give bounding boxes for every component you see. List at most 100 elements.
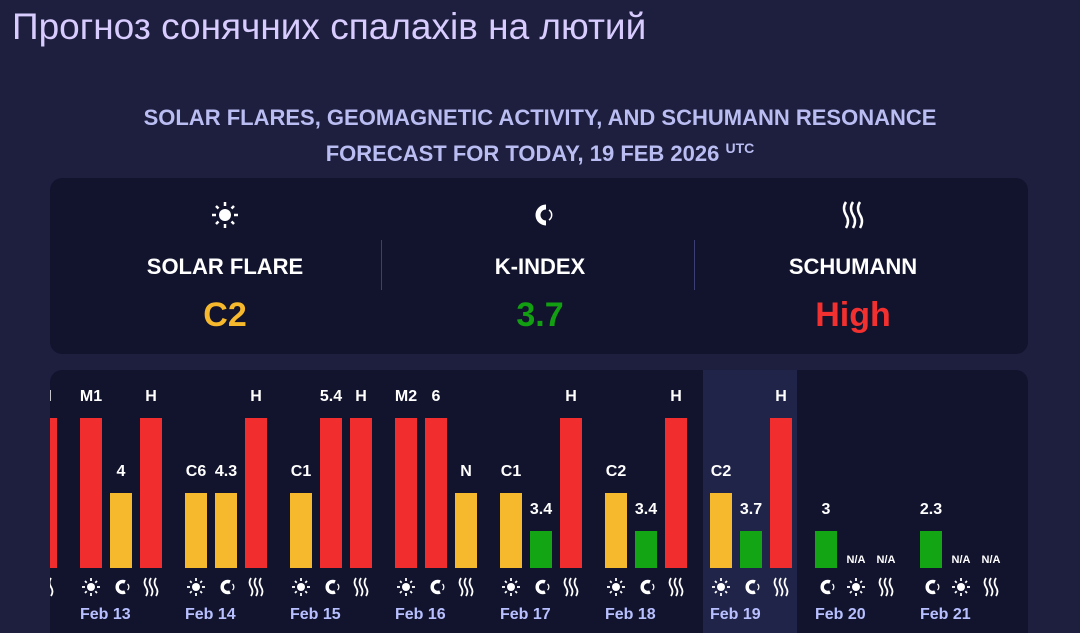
bar-label: M2	[394, 388, 418, 405]
summary-card: SOLAR FLARE C2 K-INDEX 3.7 SCHUMANN High	[50, 178, 1028, 354]
kindex-icon	[325, 579, 340, 595]
bar-label: N	[460, 463, 472, 480]
schumann-icon	[878, 577, 894, 597]
kindex-icon	[220, 579, 235, 595]
bar-label: M1	[79, 388, 103, 405]
sun-icon	[212, 202, 238, 228]
bar	[635, 531, 657, 568]
bar-label: H	[145, 388, 157, 405]
bar	[320, 418, 342, 568]
flare-icon	[607, 578, 625, 596]
bar-label: H	[565, 388, 577, 405]
summary-item: K-INDEX 3.7	[377, 178, 703, 354]
bar-label: 3.4	[634, 501, 658, 518]
magnet-icon	[535, 204, 553, 226]
bar	[920, 531, 942, 568]
flare-icon	[502, 578, 520, 596]
bar-label: 6	[431, 388, 441, 405]
summary-label: SOLAR FLARE	[146, 254, 304, 279]
schumann-icon	[563, 577, 579, 597]
flare-icon	[187, 578, 205, 596]
schumann-icon	[983, 577, 999, 597]
bar-label: C6	[185, 463, 207, 480]
kindex-icon	[640, 579, 655, 595]
bar-label: N/A	[951, 554, 971, 566]
bar	[605, 493, 627, 568]
bar-label: H	[250, 388, 262, 405]
summary-value: High	[815, 296, 891, 334]
schumann-icon	[50, 577, 54, 597]
bar	[80, 418, 102, 568]
bar-label: H	[355, 388, 367, 405]
bar	[215, 493, 237, 568]
bar	[530, 531, 552, 568]
bar-label: N/A	[876, 554, 896, 566]
flare-icon	[952, 578, 970, 596]
summary-value: C2	[203, 296, 247, 334]
schumann-icon	[668, 577, 684, 597]
bar	[560, 418, 582, 568]
utc: UTC	[725, 140, 755, 156]
bar	[110, 493, 132, 568]
kindex-icon	[535, 579, 550, 595]
date-label: Feb 17	[500, 606, 551, 623]
separator	[694, 240, 695, 290]
bar	[665, 418, 687, 568]
bar	[425, 418, 447, 568]
waves-icon	[842, 201, 864, 229]
bar-label: C2	[605, 463, 627, 480]
bar-label: 4.3	[214, 463, 238, 480]
schumann-icon	[143, 577, 159, 597]
date-label: Feb 21	[920, 606, 971, 623]
flare-icon	[82, 578, 100, 596]
kindex-icon	[745, 579, 760, 595]
schumann-icon	[458, 577, 474, 597]
date-label: Feb 15	[290, 606, 341, 623]
summary-item: SOLAR FLARE C2	[62, 178, 388, 354]
summary-value: 3.7	[516, 296, 564, 334]
bar	[140, 418, 162, 568]
flare-icon	[397, 578, 415, 596]
bar	[815, 531, 837, 568]
bar-label: 3.4	[529, 501, 553, 518]
date-label: Feb 19	[710, 606, 761, 623]
bar-label: H	[670, 388, 682, 405]
date-label: Feb 16	[395, 606, 446, 623]
summary-label: SCHUMANN	[788, 254, 918, 279]
subtitle-text: SOLAR FLARES, GEOMAGNETIC ACTIVITY, AND …	[143, 105, 937, 166]
bar	[500, 493, 522, 568]
flare-icon	[712, 578, 730, 596]
schumann-icon	[353, 577, 369, 597]
date-label: Feb 20	[815, 606, 866, 623]
bar-label: 3	[821, 501, 831, 518]
bar	[770, 418, 792, 568]
bar-label: C1	[290, 463, 312, 480]
bar-label: 4	[116, 463, 126, 480]
bar	[290, 493, 312, 568]
summary-label: K-INDEX	[494, 254, 586, 279]
date-label: Feb 18	[605, 606, 656, 623]
bar	[245, 418, 267, 568]
bar-label: C1	[500, 463, 522, 480]
bar-label: 3.7	[739, 501, 763, 518]
bar-label: N/A	[981, 554, 1001, 566]
bar-label: 5.4	[319, 388, 343, 405]
bar-label: C2	[710, 463, 732, 480]
separator	[381, 240, 382, 290]
flare-icon	[847, 578, 865, 596]
page-title: Прогноз сонячних спалахів на лютий	[12, 6, 647, 47]
bar	[455, 493, 477, 568]
bar	[350, 418, 372, 568]
bar	[185, 493, 207, 568]
kindex-icon	[115, 579, 130, 595]
bar-label: H	[50, 388, 66, 406]
bar	[50, 418, 57, 568]
kindex-icon	[430, 579, 445, 595]
kindex-icon	[820, 579, 835, 595]
bar-label: 2.3	[919, 501, 943, 518]
date-label: Feb 13	[80, 606, 131, 623]
flare-icon	[292, 578, 310, 596]
bar-label: N/A	[846, 554, 866, 566]
summary-item: SCHUMANN High	[690, 178, 1016, 354]
